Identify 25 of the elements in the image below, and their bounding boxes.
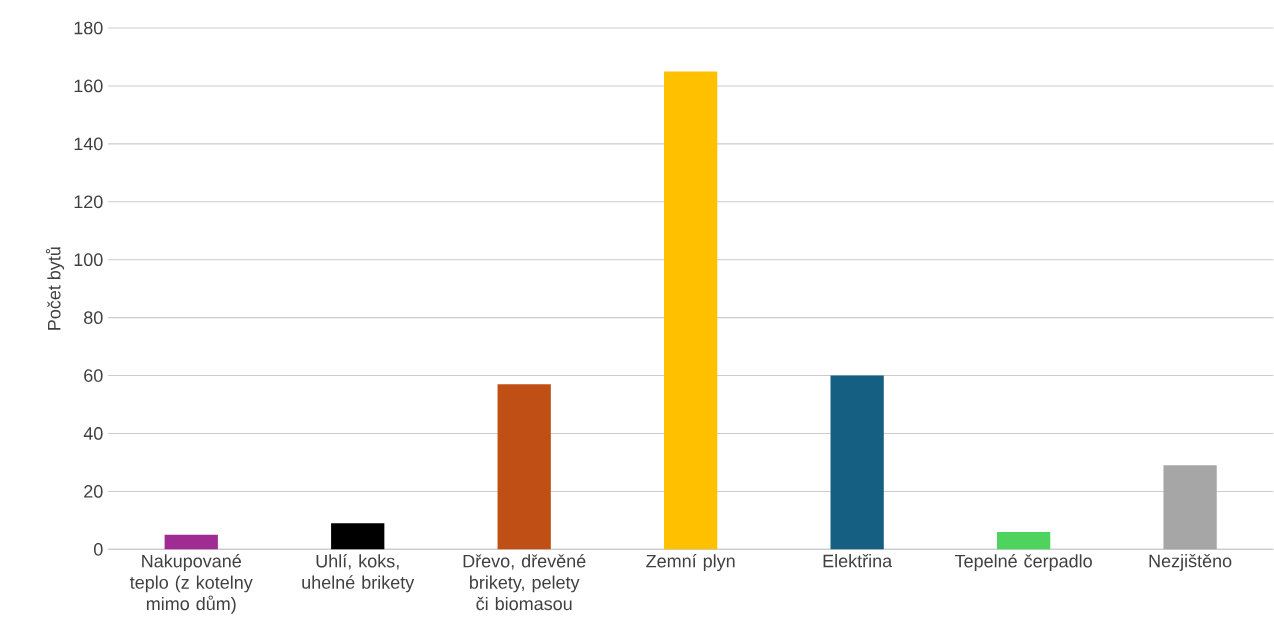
bar <box>1163 465 1217 550</box>
y-tick-label: 60 <box>84 369 103 382</box>
y-tick-label: 100 <box>74 253 103 267</box>
y-tick-label: 180 <box>74 21 103 35</box>
y-tick-label: 20 <box>84 485 103 498</box>
bar <box>830 375 884 550</box>
y-tick-label: 140 <box>74 137 103 151</box>
x-tick-label: Dřevo, dřevěné brikety, pelety či biomasou <box>463 554 586 611</box>
x-tick-label: Uhlí, koks, uhelné brikety <box>302 554 415 593</box>
bar <box>497 384 551 550</box>
bar <box>331 523 385 550</box>
x-tick-label: Elektřina <box>823 554 893 568</box>
x-tick-label: Tepelné čerpadlo <box>954 554 1092 572</box>
y-tick-label: 0 <box>94 542 103 556</box>
y-tick-label: 120 <box>74 195 103 209</box>
x-tick-label: Nakupované teplo (z kotelny mimo dům) <box>129 554 253 614</box>
y-tick-label: 40 <box>83 427 103 440</box>
y-tick-label: 160 <box>74 79 103 93</box>
y-tick-label: 80 <box>84 311 103 324</box>
bar <box>996 531 1051 550</box>
x-tick-label: Zemní plyn <box>646 554 735 572</box>
bar <box>164 534 218 550</box>
x-tick-label: Nezjištěno <box>1149 554 1232 571</box>
bar <box>664 71 718 550</box>
y-axis-title: Počet bytů <box>45 247 65 330</box>
